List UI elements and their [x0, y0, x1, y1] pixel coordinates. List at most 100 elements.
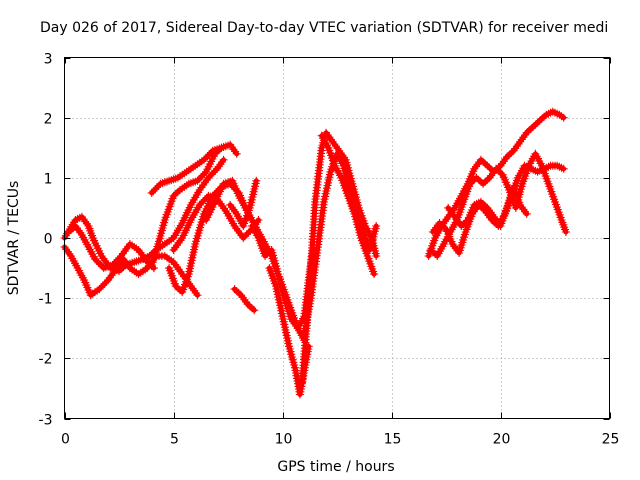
data-point: [86, 291, 95, 300]
data-point: [195, 175, 204, 183]
data-point: [173, 173, 182, 182]
series-track-15: [300, 149, 381, 339]
y-tick-label: 2: [44, 112, 53, 128]
data-point: [207, 170, 216, 179]
data-point: [219, 155, 228, 164]
data-point: [544, 162, 553, 171]
data-point: [173, 284, 182, 293]
y-tick-label: -3: [39, 413, 53, 429]
data-point: [250, 306, 259, 315]
chart-title: Day 026 of 2017, Sidereal Day-to-day VTE…: [40, 20, 608, 36]
x-axis-label: GPS time / hours: [277, 459, 394, 475]
data-point: [193, 291, 202, 300]
data-point: [113, 255, 122, 264]
series-track-2: [60, 243, 202, 300]
data-point: [198, 171, 207, 180]
data-point: [217, 143, 226, 152]
data-point: [244, 228, 253, 237]
series-track-4: [147, 143, 226, 270]
data-point: [468, 177, 477, 186]
data-point: [151, 185, 160, 194]
data-point: [91, 255, 99, 264]
data-point: [75, 213, 84, 222]
data-point: [64, 228, 73, 236]
data-point: [96, 260, 105, 269]
data-point: [195, 158, 204, 167]
y-tick-label: -1: [39, 292, 53, 308]
y-tick-label: 1: [44, 172, 53, 188]
data-point: [209, 168, 218, 177]
data-point: [193, 176, 202, 185]
data-point: [97, 283, 106, 292]
data-point: [204, 173, 213, 182]
data-point: [152, 183, 161, 192]
x-tick-label: 15: [384, 432, 402, 448]
data-point: [522, 209, 531, 218]
data-point: [522, 128, 531, 137]
data-point: [555, 110, 564, 119]
data-point: [115, 253, 124, 262]
data-point: [200, 155, 208, 164]
data-point: [561, 228, 570, 236]
data-point: [130, 243, 139, 251]
data-point: [200, 195, 209, 204]
data-point: [372, 252, 381, 260]
data-point: [184, 166, 193, 175]
data-point: [95, 285, 104, 294]
x-tick-label: 10: [275, 432, 293, 448]
data-point: [203, 152, 212, 161]
data-point: [163, 238, 171, 247]
data-point: [197, 199, 206, 208]
axis-ticks: 0 5 10 15 20 25 -3 -2 -1 0 1 2 3: [39, 52, 620, 448]
series-track-7: [169, 191, 263, 254]
data-point: [555, 162, 564, 171]
data-point: [141, 265, 150, 274]
data-point: [372, 222, 381, 230]
series-track-10: [230, 285, 259, 315]
data-point: [252, 176, 261, 185]
data-point: [522, 162, 531, 171]
y-axis-label: SDTVAR / TECUs: [6, 181, 22, 296]
data-point: [184, 179, 193, 188]
data-point: [130, 267, 139, 276]
data-point: [110, 259, 119, 268]
x-tick-label: 5: [170, 432, 179, 448]
data-point: [533, 167, 542, 176]
data-point: [147, 188, 156, 197]
y-tick-label: 0: [44, 232, 53, 248]
x-tick-label: 20: [493, 432, 511, 448]
data-point: [173, 187, 182, 196]
data-point: [533, 118, 542, 127]
data-point: [197, 173, 205, 182]
data-point: [211, 166, 220, 175]
series-track-3: [64, 222, 158, 273]
data-point: [479, 199, 488, 208]
data-point: [199, 197, 208, 206]
data-point: [239, 234, 248, 242]
data-point: [261, 252, 270, 260]
data-point: [200, 169, 209, 178]
data-point: [242, 230, 251, 239]
data-point: [98, 281, 107, 290]
data-point: [457, 222, 466, 230]
data-point: [479, 157, 488, 166]
data-point: [205, 150, 214, 159]
data-point: [149, 187, 158, 196]
data-point: [111, 257, 120, 266]
data-series: [60, 107, 570, 399]
data-point: [94, 258, 103, 267]
data-point: [195, 200, 204, 209]
y-tick-label: 3: [44, 52, 53, 68]
data-point: [544, 109, 553, 118]
data-point: [108, 261, 117, 270]
data-point: [102, 277, 111, 286]
x-tick-label: 0: [61, 432, 70, 448]
x-tick-label: 25: [602, 432, 620, 448]
data-point: [241, 232, 249, 241]
data-point: [370, 270, 379, 279]
data-point: [206, 172, 215, 180]
data-point: [201, 154, 210, 162]
data-point: [479, 179, 488, 188]
grid: [64, 57, 610, 419]
